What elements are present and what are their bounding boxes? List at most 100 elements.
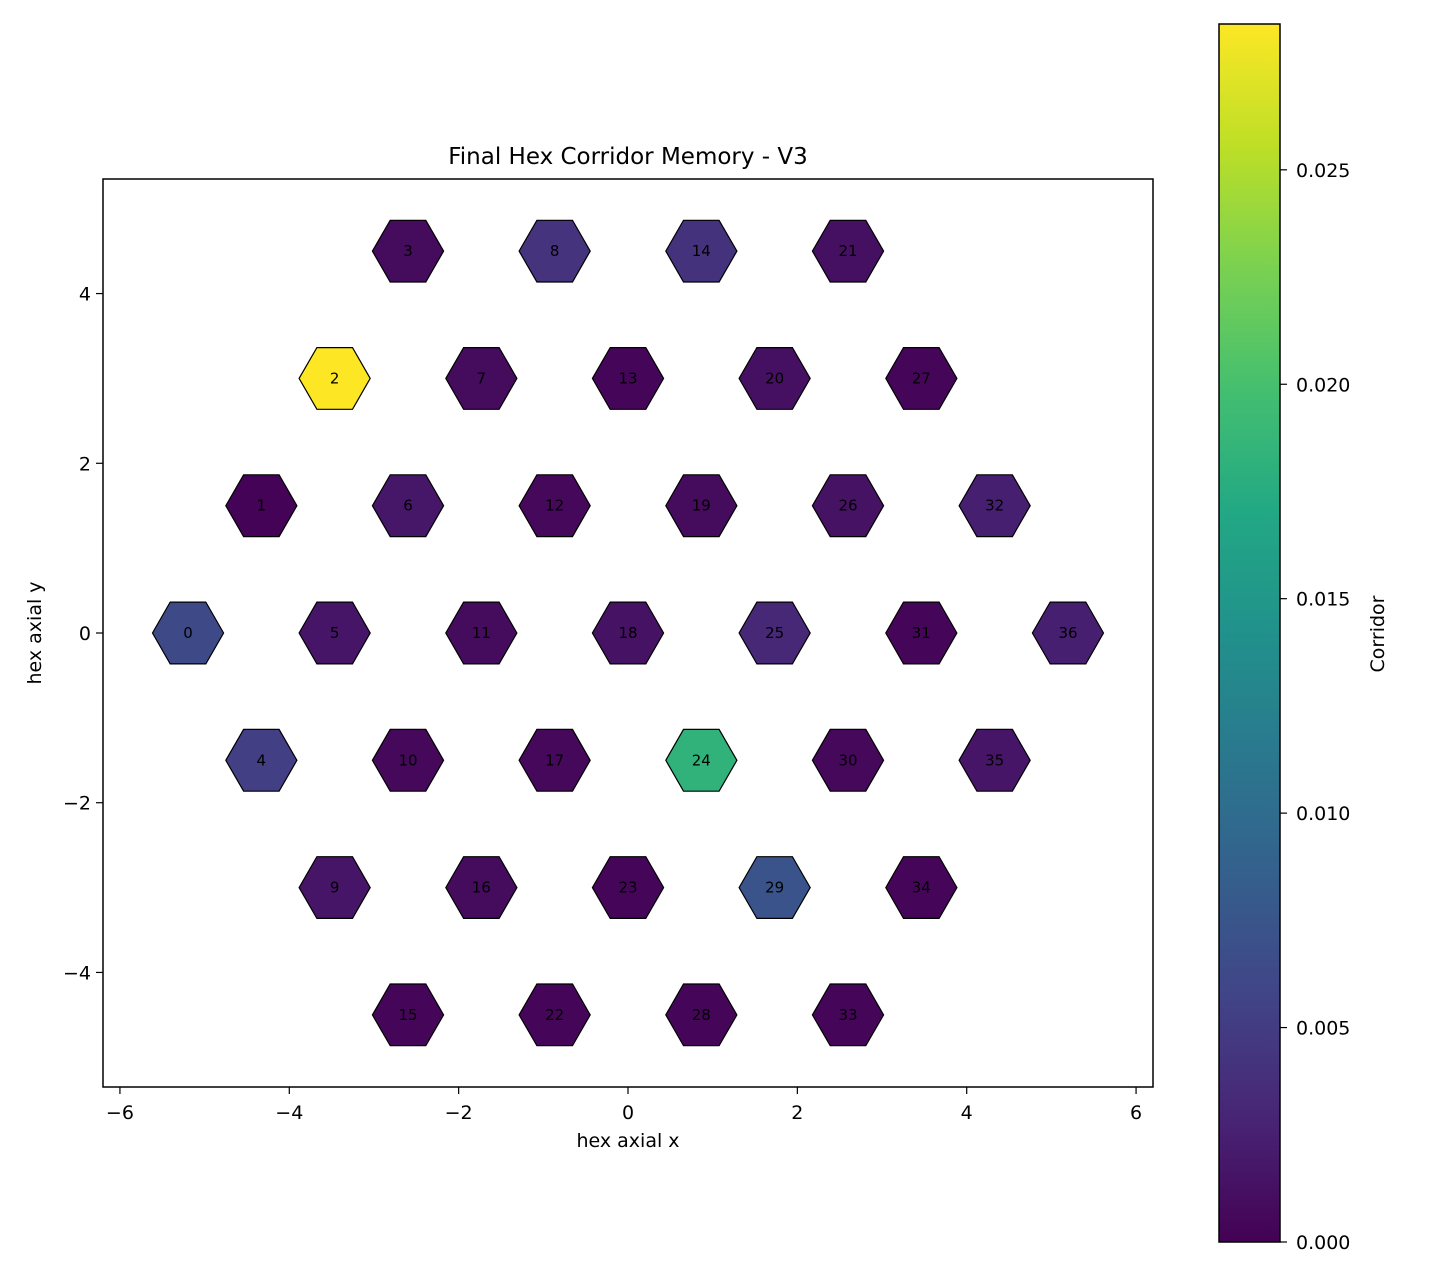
- hex-cell-label: 0: [183, 624, 193, 642]
- hex-cell: [1031, 601, 1105, 665]
- hex-cell: [445, 856, 518, 920]
- chart-title: Final Hex Corridor Memory - V3: [448, 144, 808, 170]
- hex-cell: [738, 856, 811, 920]
- hex-cell: [665, 728, 738, 792]
- hex-cell: [225, 474, 298, 538]
- hex-cell-label: 12: [545, 497, 564, 515]
- hex-cell-label: 9: [330, 879, 340, 897]
- hex-cell: [885, 601, 958, 665]
- hex-cell: [738, 347, 811, 410]
- hex-cell: [665, 474, 738, 538]
- hex-cell-label: 29: [765, 879, 784, 897]
- hex-cell: [371, 219, 445, 283]
- hex-cell: [958, 728, 1031, 792]
- hex-cell-label: 5: [330, 624, 340, 642]
- hex-cell: [445, 601, 518, 665]
- hex-cells: 0123456789101112131415161718192021222324…: [151, 219, 1105, 1047]
- x-tick-label: 6: [1130, 1102, 1142, 1124]
- hex-cell-label: 15: [398, 1006, 417, 1024]
- hex-cell-label: 36: [1058, 624, 1077, 642]
- hex-cell: [151, 601, 225, 665]
- hex-cell: [298, 347, 371, 410]
- colorbar-gradient: [1218, 23, 1281, 1243]
- colorbar-tick-label: 0.025: [1296, 160, 1350, 182]
- hex-cell: [885, 347, 958, 410]
- y-axis-label: hex axial y: [24, 581, 46, 684]
- y-tick-label: 4: [79, 284, 91, 306]
- colorbar-tick-label: 0.010: [1296, 803, 1350, 825]
- hex-cell: [591, 601, 665, 665]
- hex-cell-label: 18: [618, 624, 637, 642]
- hex-cell: [445, 347, 518, 410]
- colorbar-tick-label: 0.000: [1296, 1232, 1350, 1254]
- hex-cell: [811, 474, 885, 538]
- hex-cell: [738, 601, 811, 665]
- hex-cell-label: 32: [985, 497, 1004, 515]
- colorbar-ticks: 0.000 0.005 0.010 0.015 0.020 0.025: [1280, 160, 1350, 1254]
- hex-cell-label: 4: [257, 751, 267, 769]
- hex-cell: [885, 856, 958, 920]
- y-axis-ticks: −4 −2 0 2 4: [63, 284, 103, 984]
- x-tick-label: −6: [106, 1102, 134, 1124]
- hex-cell-label: 8: [550, 242, 560, 260]
- hex-cell-label: 30: [838, 751, 857, 769]
- colorbar-tick-label: 0.015: [1296, 589, 1350, 611]
- y-tick-label: −4: [63, 962, 91, 984]
- hex-cell: [811, 219, 885, 283]
- y-tick-label: −2: [63, 793, 91, 815]
- hex-cell-label: 35: [985, 751, 1004, 769]
- colorbar-tick-label: 0.005: [1296, 1018, 1350, 1040]
- hex-cell-label: 33: [838, 1006, 857, 1024]
- hex-cell-label: 26: [838, 497, 857, 515]
- colorbar-tick-label: 0.020: [1296, 374, 1350, 396]
- hex-cell-label: 14: [692, 242, 711, 260]
- hex-cell: [518, 474, 591, 538]
- hex-cell-label: 31: [912, 624, 931, 642]
- hex-cell-label: 13: [618, 369, 637, 387]
- hex-cell: [371, 983, 445, 1047]
- hex-cell: [811, 728, 885, 792]
- hex-cell: [811, 983, 885, 1047]
- hex-cell: [665, 219, 738, 283]
- y-tick-label: 2: [79, 453, 91, 475]
- hex-cell-label: 11: [472, 624, 491, 642]
- hex-cell-label: 20: [765, 369, 784, 387]
- hex-cell: [298, 601, 371, 665]
- colorbar-label: Corridor: [1367, 595, 1389, 672]
- hex-cell: [518, 219, 591, 283]
- hex-cell: [958, 474, 1031, 538]
- hex-cell: [665, 983, 738, 1047]
- hex-cell-label: 7: [477, 369, 487, 387]
- hex-cell-label: 22: [545, 1006, 564, 1024]
- hex-cell: [518, 728, 591, 792]
- hex-cell-label: 34: [912, 879, 931, 897]
- hex-cell-label: 19: [692, 497, 711, 515]
- hex-cell: [225, 728, 298, 792]
- hex-cell: [371, 474, 445, 538]
- hex-cell-label: 21: [838, 242, 857, 260]
- hex-cell-label: 24: [692, 751, 711, 769]
- hex-cell-label: 16: [472, 879, 491, 897]
- x-tick-label: 2: [791, 1102, 803, 1124]
- hex-cell-label: 6: [403, 497, 413, 515]
- x-tick-label: 0: [622, 1102, 634, 1124]
- hex-cell-label: 1: [257, 497, 267, 515]
- hex-cell: [518, 983, 591, 1047]
- hex-cell-label: 27: [912, 369, 931, 387]
- x-tick-label: −4: [275, 1102, 303, 1124]
- hex-cell-label: 3: [403, 242, 413, 260]
- x-tick-label: 4: [961, 1102, 973, 1124]
- x-axis-ticks: −6 −4 −2 0 2 4 6: [106, 1087, 1142, 1124]
- y-tick-label: 0: [79, 623, 91, 645]
- hex-cell: [298, 856, 371, 920]
- hex-cell: [591, 856, 665, 920]
- x-tick-label: −2: [445, 1102, 473, 1124]
- hex-cell: [371, 728, 445, 792]
- hex-cell-label: 25: [765, 624, 784, 642]
- hex-cell: [591, 347, 665, 410]
- hex-cell-label: 23: [618, 879, 637, 897]
- hex-cell-label: 10: [398, 751, 417, 769]
- hex-cell-label: 28: [692, 1006, 711, 1024]
- x-axis-label: hex axial x: [576, 1130, 679, 1152]
